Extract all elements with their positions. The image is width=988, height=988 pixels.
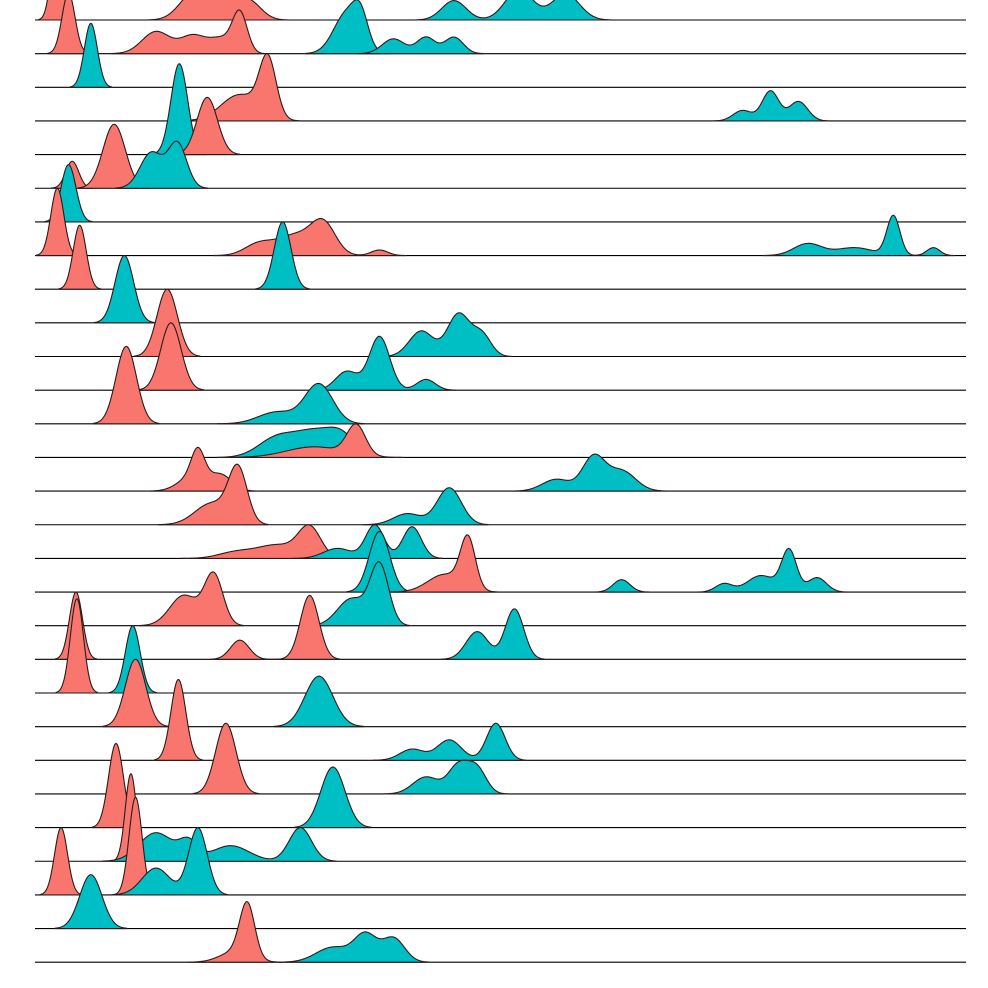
ridge-teal-row-11 xyxy=(310,335,457,391)
ridge-red-row-8 xyxy=(58,224,102,290)
ridge-red-row-15 xyxy=(157,463,269,526)
ridge-red-row-22 xyxy=(153,678,203,761)
ridge-teal-row-1 xyxy=(357,36,485,55)
ridge-red-row-1 xyxy=(47,0,90,55)
ridge-teal-row-22 xyxy=(372,722,527,761)
ridge-teal-row-21 xyxy=(273,675,365,728)
ridge-teal-row-20 xyxy=(108,625,158,694)
ridge-teal-row-17 xyxy=(594,547,848,593)
ridge-red-row-26 xyxy=(39,827,83,896)
ridge-teal-row-28 xyxy=(278,931,430,963)
ridge-red-row-11 xyxy=(137,322,205,391)
ridge-red-row-12 xyxy=(92,345,160,425)
ridge-red-row-28 xyxy=(186,901,284,963)
ridge-red-row-7 xyxy=(213,217,407,257)
ridge-teal-row-0 xyxy=(414,0,611,21)
ridge-group xyxy=(35,0,955,963)
ridge-teal-row-16 xyxy=(292,524,443,559)
ridge-red-row-0 xyxy=(148,0,289,21)
ridge-teal-row-7 xyxy=(762,214,955,257)
ridge-red-row-13 xyxy=(224,423,405,458)
ridge-red-row-10 xyxy=(133,288,201,358)
ridge-red-row-18 xyxy=(138,571,245,627)
ridge-teal-row-26 xyxy=(110,827,229,896)
ridge-teal-row-27 xyxy=(54,874,128,930)
ridge-teal-row-9 xyxy=(94,255,155,324)
ridge-red-row-23 xyxy=(192,722,260,795)
ridge-teal-row-3 xyxy=(712,90,829,122)
ridge-teal-row-24 xyxy=(293,766,373,829)
ridge-red-row-19 xyxy=(209,594,340,660)
ridge-red-row-1 xyxy=(110,9,265,55)
ridge-teal-row-12 xyxy=(216,382,365,425)
ridge-teal-row-23 xyxy=(383,759,508,795)
ridge-teal-row-19 xyxy=(440,608,545,660)
ridge-red-row-7 xyxy=(35,187,79,257)
ridge-teal-row-18 xyxy=(306,561,410,627)
ridge-teal-row-8 xyxy=(255,221,311,290)
ridge-teal-row-15 xyxy=(362,487,489,526)
ridge-red-row-17 xyxy=(390,534,499,593)
ridge-teal-row-1 xyxy=(304,0,390,55)
ridge-teal-row-10 xyxy=(382,312,513,358)
ridge-red-row-4 xyxy=(173,96,241,156)
ridge-teal-row-14 xyxy=(511,453,667,492)
ridge-teal-row-2 xyxy=(69,22,113,88)
ridge-teal-row-5 xyxy=(115,140,208,189)
ridge-red-row-20 xyxy=(55,598,99,694)
ridge-red-row-16 xyxy=(180,524,346,559)
ridge-red-row-21 xyxy=(102,658,169,728)
